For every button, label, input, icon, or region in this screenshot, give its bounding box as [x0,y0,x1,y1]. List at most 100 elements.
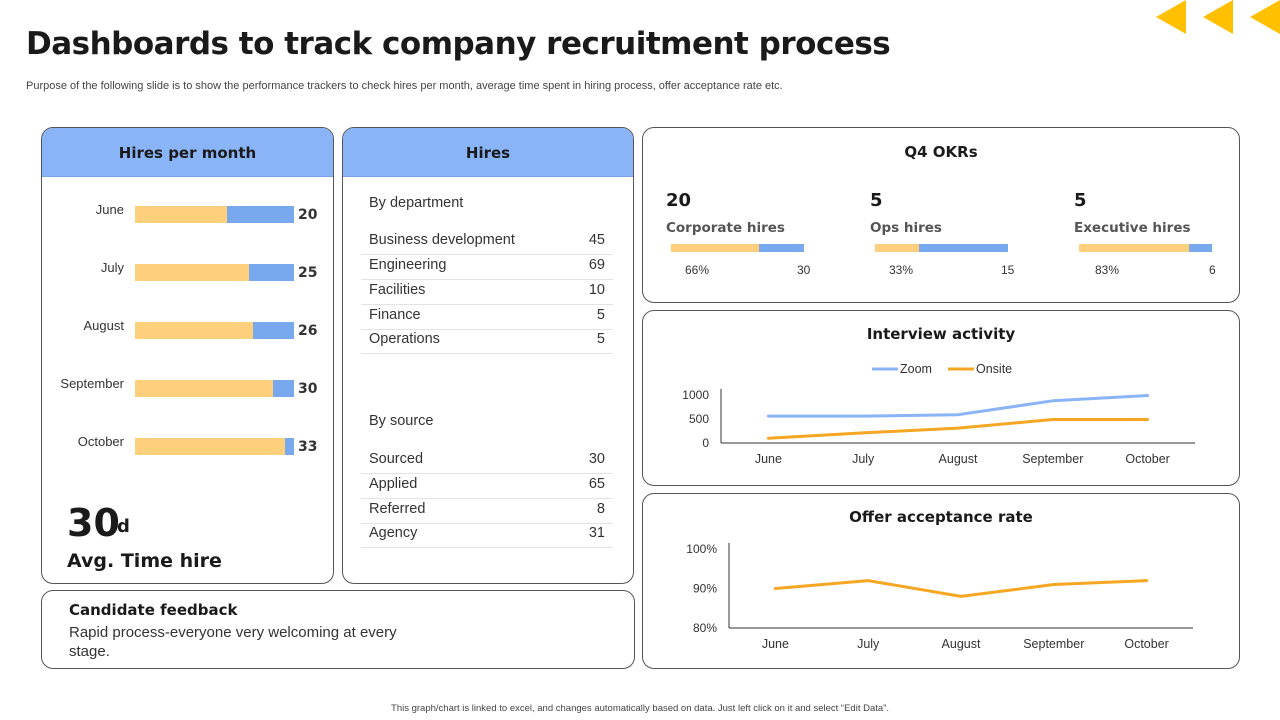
okr-progress-bar [875,244,1008,252]
okr-count: 15 [1001,263,1015,277]
okr-progress-fill [875,244,919,252]
month-bar-fill [135,206,228,223]
bar-remainder [1189,244,1212,252]
month-value: 26 [298,323,318,339]
okr-name: Ops hires [870,220,942,236]
avg-time-label: Avg. Time hire [67,550,222,572]
x-tick-label: September [1023,637,1084,651]
month-bar-fill [135,380,273,397]
month-bar [135,322,294,339]
x-tick-label: July [852,452,875,466]
y-tick-label: 80% [693,621,717,635]
legend-label: Zoom [900,362,932,376]
interview-activity-panel: Interview activity 1000 500 0 June July Augus… [642,310,1240,486]
x-tick-label: August [942,637,981,651]
x-tick-label: June [762,637,789,651]
interview-activity-chart: 1000 500 0 June July August September October Zo… [682,362,1195,466]
okrs-title: Q4 OKRs [904,143,978,161]
table-row: Finance 5 [361,305,613,330]
x-tick-label: October [1125,452,1169,466]
hires-per-month-title: Hires per month [42,128,333,177]
month-label: September [60,376,124,391]
okr-percent: 83% [1095,263,1120,277]
okr-target: 5 [1074,190,1087,211]
bar-remainder [758,244,804,252]
row-value: 10 [588,282,605,298]
bar-remainder [285,438,294,455]
y-tick-label: 90% [693,582,717,596]
row-name: Business development [369,232,515,248]
table-row: Business development 45 [361,230,613,255]
page-title: Dashboards to track company recruitment … [26,26,891,62]
by-source-label: By source [369,413,434,429]
month-label: July [100,260,124,275]
okr-target: 20 [666,190,692,211]
row-name: Applied [369,476,418,492]
row-value: 69 [588,257,605,273]
month-bar [135,380,294,397]
month-label: October [77,434,124,449]
chevron-left-icon [1156,0,1186,34]
by-department-label: By department [369,195,464,211]
row-name: Sourced [369,451,424,467]
x-tick-label: August [939,452,978,466]
okr-progress-bar [671,244,804,252]
row-value: 5 [596,331,605,347]
hires-panel: Hires By department Business development… [342,127,634,584]
month-bar-fill [135,264,250,281]
month-row: October 33 [42,434,333,455]
x-tick-label: June [755,452,782,466]
row-value: 8 [596,501,605,517]
chevron-left-icon [1250,0,1280,34]
table-row: Sourced 30 [361,449,613,474]
page-subtitle: Purpose of the following slide is to sho… [26,80,783,92]
table-row: Agency 31 [361,523,613,548]
month-label: June [95,202,124,217]
okr-name: Corporate hires [666,220,785,236]
row-name: Agency [369,525,418,541]
okrs-panel: Q4 OKRs 20 Corporate hires 66% 30 5 Ops … [642,127,1240,303]
bar-remainder [253,322,294,339]
hires-title: Hires [343,128,633,177]
avg-time-value: 30 [67,501,120,545]
feedback-text: Rapid process-everyone very welcoming at… [69,624,397,660]
interview-activity-title: Interview activity [866,325,1016,343]
month-bar-fill [135,322,254,339]
month-bar [135,264,294,281]
okr-percent: 33% [889,263,914,277]
okr-name: Executive hires [1074,220,1191,236]
feedback-title: Candidate feedback [69,601,238,619]
bar-remainder [272,380,294,397]
candidate-feedback-panel: Candidate feedback Rapid process-everyon… [41,590,635,669]
okr-item: 20 Corporate hires 66% 30 [666,190,846,280]
table-row: Referred 8 [361,499,613,524]
okr-percent: 66% [685,263,710,277]
row-value: 30 [588,451,605,467]
month-row: August 26 [42,318,333,339]
month-bar [135,438,294,455]
y-tick-label: 100% [686,542,717,556]
row-value: 5 [596,307,605,323]
okr-count: 30 [797,263,811,277]
okr-target: 5 [870,190,883,211]
offer-acceptance-title: Offer acceptance rate [849,508,1033,526]
bar-remainder [227,206,294,223]
chevron-left-icon [1203,0,1233,34]
month-label: August [83,318,124,333]
table-row: Applied 65 [361,474,613,499]
y-tick-label: 1000 [682,388,709,402]
row-name: Referred [369,501,426,517]
okr-item: 5 Ops hires 33% 15 [870,190,1050,280]
avg-time-unit: d [117,516,130,537]
month-row: July 25 [42,260,333,281]
table-row: Facilities 10 [361,280,613,305]
month-value: 33 [298,439,318,455]
hires-per-month-panel: Hires per month June 20 July 25 August 2… [41,127,334,584]
series-line [766,394,1150,418]
x-tick-label: July [857,637,880,651]
table-row: Engineering 69 [361,255,613,280]
y-tick-label: 0 [702,436,709,450]
row-value: 45 [588,232,605,248]
okr-progress-fill [671,244,759,252]
month-bar [135,206,294,223]
